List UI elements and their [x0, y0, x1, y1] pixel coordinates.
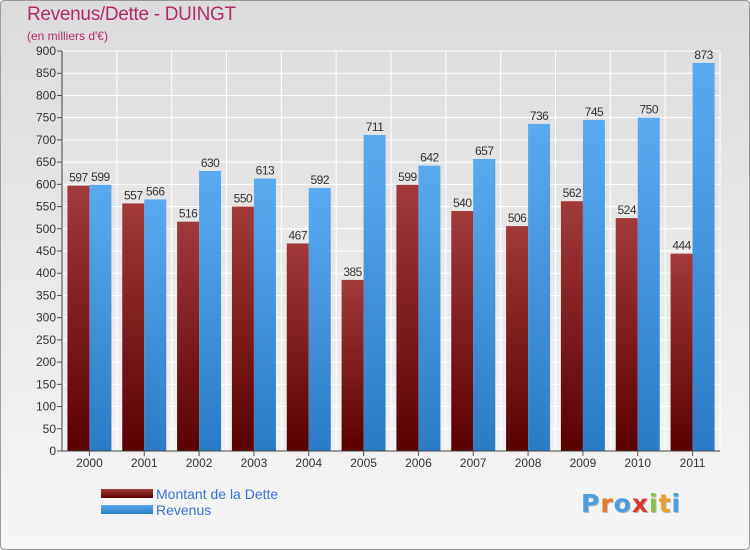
bar-debt-2002	[177, 221, 200, 451]
y-tick-label: 900	[36, 44, 56, 58]
data-label-debt-2007: 540	[453, 196, 472, 210]
brand-letter: o	[613, 489, 632, 518]
data-label-revenus-2000: 599	[91, 170, 110, 184]
y-tick-label: 350	[36, 288, 56, 302]
data-label-debt-2005: 385	[343, 265, 362, 279]
data-label-revenus-2003: 613	[256, 164, 275, 178]
x-tick-label-2004: 2004	[295, 456, 322, 470]
x-tick-label-2008: 2008	[515, 456, 542, 470]
y-tick-label: 750	[36, 111, 56, 125]
x-tick-label-2010: 2010	[624, 456, 651, 470]
data-label-revenus-2004: 592	[310, 173, 329, 187]
bar-debt-2004	[286, 243, 309, 451]
data-label-debt-2004: 467	[288, 228, 307, 242]
axes: 0 50 100 150 200 250 300 350 400 450 500 550 600 650 7…	[36, 44, 720, 470]
bar-debt-2008	[506, 226, 529, 451]
y-tick-label: 300	[36, 311, 56, 325]
y-tick-label: 600	[36, 177, 56, 191]
data-label-revenus-2007: 657	[475, 144, 494, 158]
bar-debt-2007	[451, 211, 474, 451]
chart-title: Revenus/Dette - DUINGT	[27, 4, 236, 25]
data-label-revenus-2005: 711	[366, 120, 384, 134]
y-tick-label: 250	[36, 333, 56, 347]
bar-revenus-2002	[199, 171, 222, 451]
y-tick-label: 200	[36, 355, 56, 369]
bars	[67, 63, 715, 452]
data-label-debt-2011: 444	[672, 239, 691, 253]
data-label-debt-2001: 557	[124, 188, 143, 202]
y-tick-label: 450	[36, 244, 56, 258]
x-tick-label-2006: 2006	[405, 456, 432, 470]
brand-letter: i	[671, 489, 682, 518]
data-label-debt-2006: 599	[398, 170, 417, 184]
x-tick-label-2003: 2003	[241, 456, 268, 470]
data-label-debt-2010: 524	[617, 203, 636, 217]
brand-letter: x	[631, 489, 649, 518]
data-label-debt-2009: 562	[563, 186, 582, 200]
bar-debt-2010	[615, 218, 638, 451]
bar-revenus-2009	[582, 119, 605, 451]
y-tick-label: 0	[49, 444, 56, 458]
bar-revenus-2006	[418, 165, 441, 451]
brand-letter: P	[581, 489, 601, 518]
bar-revenus-2005	[363, 135, 386, 451]
brand-letter: t	[658, 489, 672, 518]
x-tick-label-2001: 2001	[131, 456, 158, 470]
bar-debt-2000	[67, 185, 90, 451]
data-label-revenus-2006: 642	[420, 151, 439, 165]
x-tick-label-2000: 2000	[76, 456, 103, 470]
y-tick-label: 650	[36, 155, 56, 169]
x-tick-label-2011: 2011	[680, 456, 706, 470]
data-label-debt-2003: 550	[234, 192, 253, 206]
y-tick-label: 800	[36, 88, 56, 102]
brand-logo: Proxiti	[581, 489, 681, 518]
legend-label-revenus: Revenus	[156, 502, 212, 518]
y-tick-label: 700	[36, 133, 56, 147]
legend-swatch-revenus	[101, 505, 153, 514]
x-tick-label-2005: 2005	[350, 456, 377, 470]
y-tick-label: 850	[36, 66, 56, 80]
data-label-revenus-2009: 745	[585, 105, 604, 119]
bar-revenus-2011	[692, 63, 715, 451]
y-tick-label: 150	[36, 377, 56, 391]
data-label-revenus-2011: 873	[694, 48, 713, 62]
bar-revenus-2001	[144, 199, 167, 451]
bar-revenus-2008	[528, 123, 551, 451]
bar-revenus-2003	[253, 178, 276, 452]
y-tick-label: 50	[43, 422, 57, 436]
bar-revenus-2000	[89, 184, 112, 451]
legend-label-debt: Montant de la Dette	[156, 486, 279, 502]
bar-revenus-2007	[473, 159, 496, 451]
x-tick-label-2009: 2009	[570, 456, 597, 470]
brand-letter: i	[649, 489, 659, 518]
bar-debt-2005	[341, 279, 364, 451]
brand-letter: r	[600, 489, 614, 518]
chart-subtitle: (en milliers d'€)	[27, 29, 108, 43]
bar-debt-2003	[231, 206, 254, 451]
legend-swatch-debt	[101, 489, 153, 498]
data-label-debt-2000: 597	[69, 171, 88, 185]
y-tick-label: 400	[36, 266, 56, 280]
y-tick-label: 100	[36, 400, 56, 414]
data-label-revenus-2001: 566	[146, 184, 165, 198]
y-tick-label: 500	[36, 222, 56, 236]
bar-revenus-2010	[637, 117, 660, 452]
bar-debt-2011	[670, 253, 693, 451]
bar-debt-2006	[396, 184, 419, 451]
y-tick-label: 550	[36, 200, 56, 214]
x-tick-label-2002: 2002	[186, 456, 213, 470]
data-label-revenus-2010: 750	[639, 103, 658, 117]
bar-debt-2001	[122, 203, 145, 451]
bar-chart: 0 50 100 150 200 250 300 350 400 450 500 550 600 650 7…	[36, 44, 721, 470]
data-label-debt-2002: 516	[179, 207, 198, 221]
bar-revenus-2004	[308, 187, 331, 451]
data-label-debt-2008: 506	[508, 211, 527, 225]
data-label-revenus-2008: 736	[530, 109, 549, 123]
bar-debt-2009	[560, 201, 583, 451]
x-tick-label-2007: 2007	[460, 456, 487, 470]
data-label-revenus-2002: 630	[201, 156, 220, 170]
